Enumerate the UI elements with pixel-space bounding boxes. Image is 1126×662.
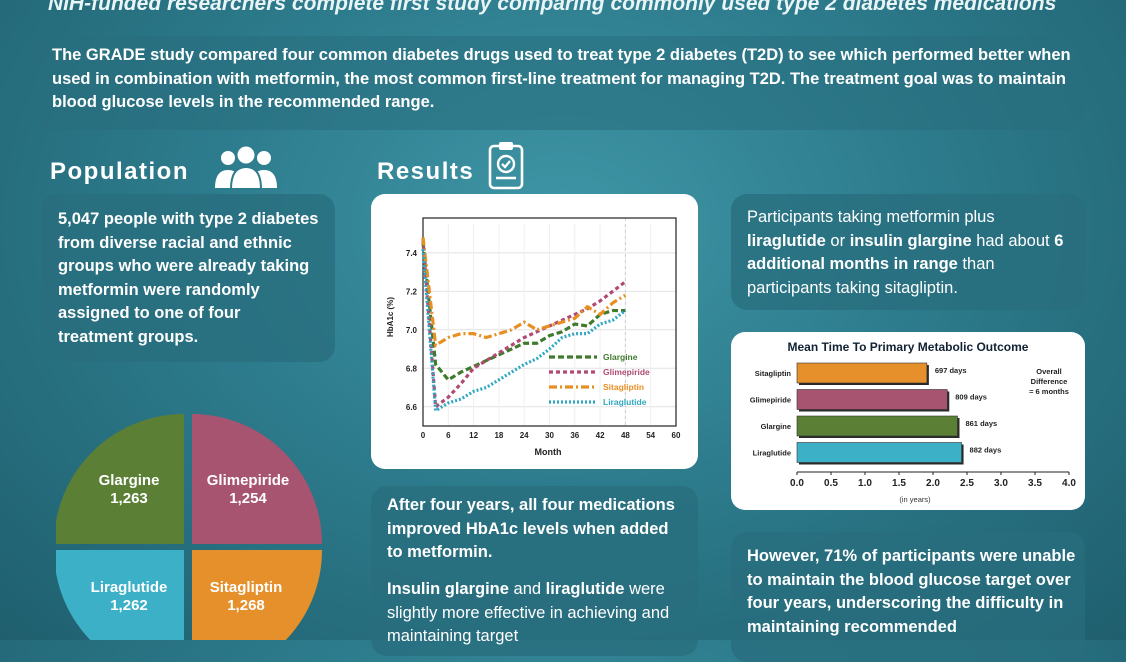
months-part3: or <box>825 231 850 250</box>
pie-label-sitagliptin: Sitagliptin <box>210 579 283 596</box>
legend-label-glimepiride: Glimepiride <box>603 367 650 377</box>
effective-part4: were slightly more effective in achievin… <box>387 580 670 645</box>
months-part4: insulin glargine <box>849 231 972 250</box>
series-line-glimepiride <box>421 239 627 410</box>
bar-category-label: Glimepiride <box>750 396 791 405</box>
x-tick-label: 18 <box>494 431 503 440</box>
pie-slice-sitagliptin <box>192 550 322 640</box>
y-tick-label: 7.0 <box>406 326 418 335</box>
annotation-line3: = 6 months <box>1029 387 1069 396</box>
chart-ylabel: HbA1c (%) <box>386 297 395 337</box>
effective-part2: and <box>508 580 546 598</box>
effective-part1: Insulin glargine <box>387 580 509 598</box>
bar-x-tick-label: 3.0 <box>994 478 1008 489</box>
pie-slice-glargine <box>56 414 184 544</box>
bar-x-tick-label: 0.0 <box>790 478 804 489</box>
pie-label-glargine: Glargine <box>99 472 160 489</box>
months-part7: than participants taking sitagliptin. <box>747 255 995 297</box>
series-line-sitagliptin <box>421 237 627 348</box>
four-years-box <box>371 486 698 656</box>
pie-label-liraglutide: Liraglutide <box>91 579 168 596</box>
bar-glimepiride <box>796 389 948 410</box>
pie-label-glimepiride: Glimepiride <box>207 472 290 489</box>
population-title: Population <box>50 158 189 185</box>
y-tick-label: 7.4 <box>406 249 418 258</box>
bar-value-label: 861 days <box>965 419 997 428</box>
bar-value-label: 882 days <box>970 446 1002 455</box>
months-box <box>731 194 1085 310</box>
legend-label-sitagliptin: Sitagliptin <box>603 382 644 392</box>
bar-liraglutide <box>796 442 962 463</box>
months-part1: Participants taking metformin plus <box>747 208 995 226</box>
bar-x-tick-label: 0.5 <box>824 478 838 489</box>
effective-text: Insulin glargine and liraglutide were sl… <box>387 578 687 649</box>
legend-label-glargine: Glargine <box>603 352 638 362</box>
population-text: 5,047 people with type 2 diabetes from d… <box>58 210 319 346</box>
x-tick-label: 36 <box>570 431 579 440</box>
months-part5: had about <box>971 231 1055 250</box>
hba1c-chart-panel <box>371 194 698 469</box>
bar-x-tick-label: 3.5 <box>1028 478 1042 489</box>
pie-count-glargine: 1,263 <box>110 490 148 507</box>
bar-x-tick-label: 4.0 <box>1062 478 1076 489</box>
pie-count-liraglutide: 1,262 <box>110 597 148 614</box>
bar-category-label: Sitagliptin <box>755 369 792 378</box>
pie-slice-glimepiride <box>192 414 322 544</box>
x-tick-label: 60 <box>672 431 681 440</box>
chart-xlabel: Month <box>535 447 562 457</box>
x-tick-label: 30 <box>545 431 554 440</box>
four-years-text: After four years, all four medications i… <box>387 496 675 561</box>
intro-box <box>36 36 1084 130</box>
bar-x-tick-label: 1.5 <box>892 478 906 489</box>
annotation-line1: Overall <box>1036 367 1061 376</box>
people-group-icon <box>215 146 277 190</box>
x-tick-label: 42 <box>596 431 605 440</box>
bar-category-label: Liraglutide <box>753 449 791 458</box>
however-text: However, 71% of participants were unable… <box>747 547 1076 636</box>
bar-category-label: Glargine <box>761 422 791 431</box>
x-tick-label: 24 <box>520 431 529 440</box>
months-text: Participants taking metformin plus lirag… <box>747 206 1077 300</box>
months-part6: 6 additional months in range <box>747 231 1064 274</box>
x-tick-label: 0 <box>421 431 426 440</box>
bar-chart-title: Mean Time To Primary Metabolic Outcome <box>788 340 1029 354</box>
x-tick-label: 48 <box>621 431 630 440</box>
y-tick-label: 6.8 <box>406 364 418 373</box>
annotation-line2: Difference <box>1031 377 1068 386</box>
pie-slice-liraglutide <box>56 550 184 640</box>
mean-time-bar-chart: Mean Time To Primary Metabolic Outcome S… <box>750 340 1077 504</box>
header-subtitle: NIH-funded researchers complete first st… <box>48 0 1057 15</box>
results-title: Results <box>377 158 475 185</box>
effective-part3: liraglutide <box>545 580 625 598</box>
bar-value-label: 697 days <box>935 366 967 375</box>
legend-label-liraglutide: Liraglutide <box>603 397 647 407</box>
bar-x-tick-label: 1.0 <box>858 478 872 489</box>
y-tick-label: 7.2 <box>406 287 418 296</box>
clipboard-check-icon <box>488 142 524 190</box>
series-line-liraglutide <box>421 248 627 414</box>
x-tick-label: 12 <box>469 431 478 440</box>
population-pie: Glargine 1,263 Glimepiride 1,254 Liraglu… <box>56 414 322 640</box>
bar-x-tick-label: 2.5 <box>960 478 974 489</box>
x-tick-label: 54 <box>646 431 655 440</box>
pie-count-sitagliptin: 1,268 <box>227 597 265 614</box>
bar-x-tick-label: 2.0 <box>926 478 940 489</box>
months-part2: liraglutide <box>747 231 826 250</box>
y-tick-label: 6.6 <box>406 403 418 412</box>
x-tick-label: 6 <box>446 431 451 440</box>
intro-text: The GRADE study compared four common dia… <box>52 46 1071 111</box>
population-box <box>41 194 335 362</box>
hba1c-line-chart: 6.6 6.8 7.0 7.2 7.4 0 6 12 18 24 30 36 42 48 54 60 Glar… <box>386 217 681 457</box>
bar-sitagliptin <box>796 362 928 384</box>
series-line-glargine <box>421 243 626 382</box>
bar-value-label: 809 days <box>955 393 987 402</box>
bar-glargine <box>796 415 958 437</box>
bar-chart-xlabel: (in years) <box>899 495 931 504</box>
plot-frame <box>422 217 677 427</box>
pie-count-glimepiride: 1,254 <box>229 490 267 507</box>
